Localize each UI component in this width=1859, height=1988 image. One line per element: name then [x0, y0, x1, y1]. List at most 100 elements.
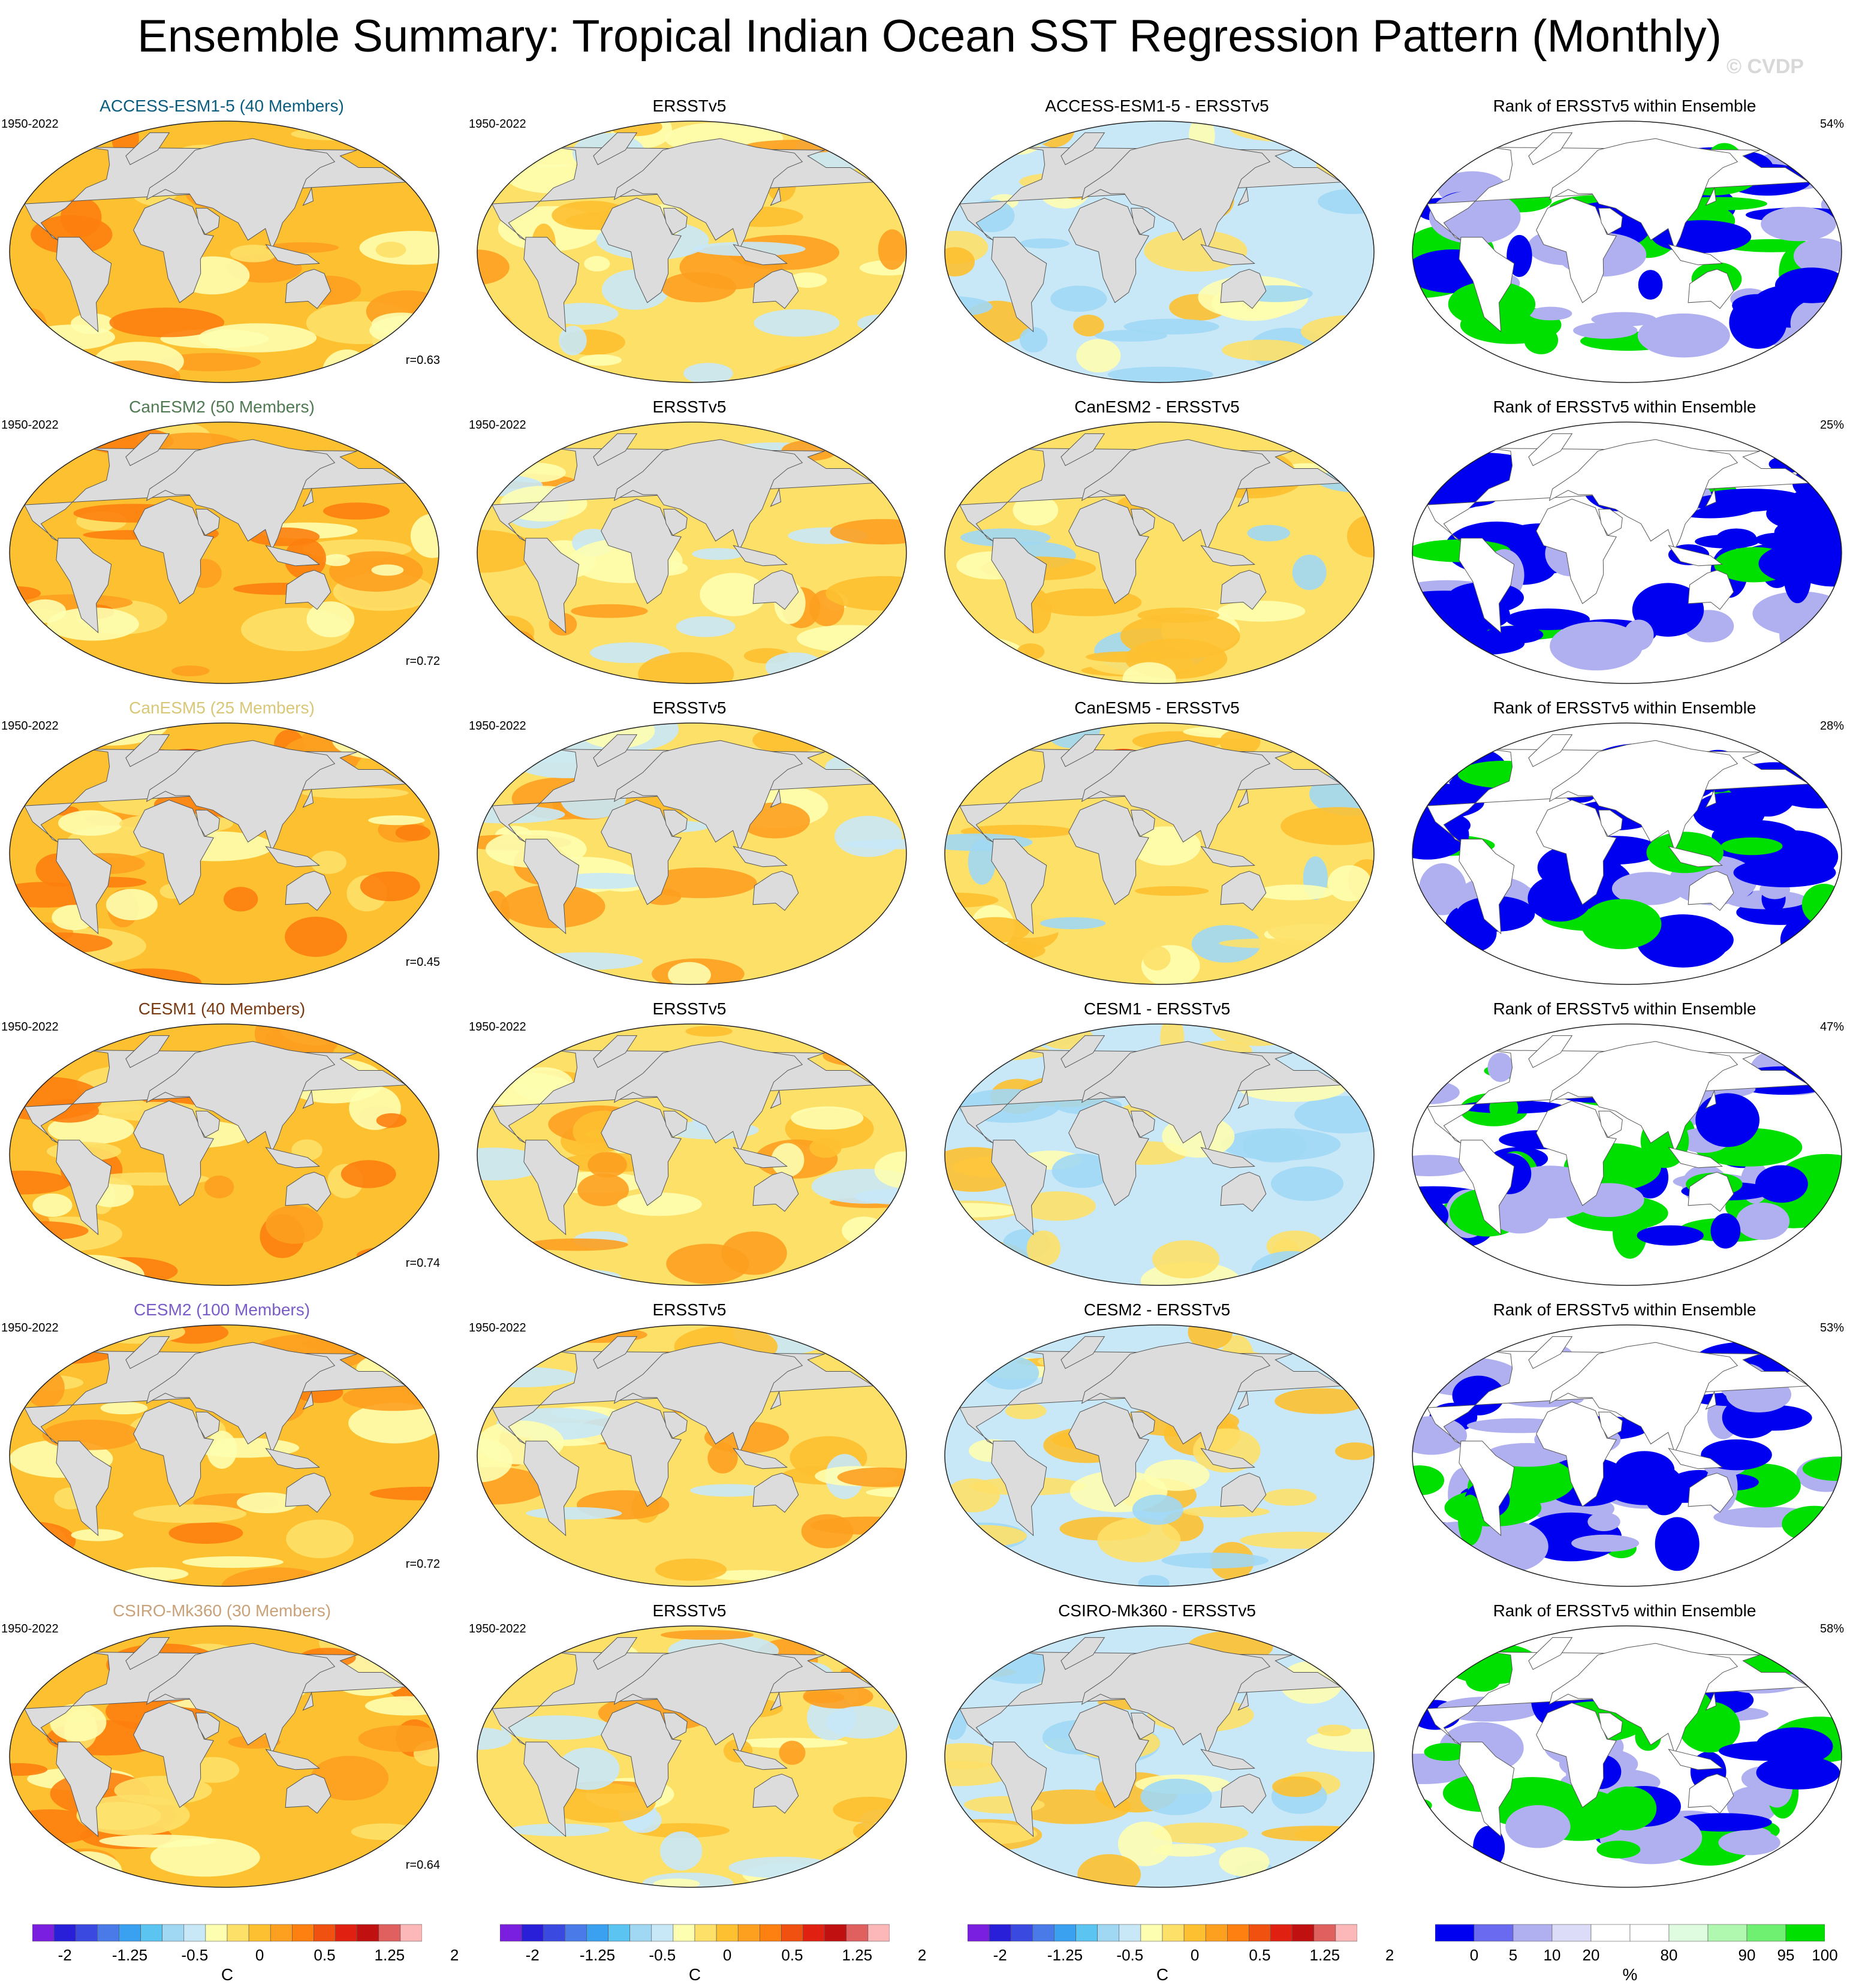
colorbar-swatch	[1512, 1924, 1553, 1942]
colorbar-tick: 0	[1190, 1946, 1200, 1964]
panel-diff-row-3: CanESM5 - ERSSTv5	[935, 698, 1379, 998]
map-rank	[1411, 1625, 1843, 1888]
map-rank	[1411, 1324, 1843, 1588]
colorbar-tick: 95	[1777, 1946, 1795, 1964]
colorbar-swatch	[292, 1924, 314, 1942]
colorbar-swatch	[1010, 1924, 1033, 1942]
colorbar-swatch	[1292, 1924, 1315, 1942]
page-title: Ensemble Summary: Tropical Indian Ocean …	[137, 11, 1722, 62]
colorbar-swatch	[824, 1924, 847, 1942]
colorbar-swatch	[500, 1924, 522, 1942]
watermark: © CVDP	[1727, 55, 1804, 78]
rank-percent: 47%	[1819, 1020, 1844, 1034]
rank-title: Rank of ERSSTv5 within Ensemble	[1493, 97, 1756, 115]
panel-model-row-2: CanESM2 (50 Members) 1950-2022 r=0.72	[0, 397, 444, 697]
colorbar-swatch	[75, 1924, 98, 1942]
map-diff	[944, 1625, 1375, 1888]
colorbar-rank: 0 5 10 20 80 90 95 100%	[1435, 1923, 1838, 1984]
colorbar-tick: -1.25	[579, 1946, 616, 1964]
colorbar-swatch	[1119, 1924, 1141, 1942]
colorbar-swatch	[270, 1924, 293, 1942]
pattern-correlation: r=0.64	[405, 1859, 440, 1872]
map-model	[8, 1023, 440, 1287]
pattern-correlation: r=0.72	[405, 655, 440, 668]
rank-percent: 54%	[1819, 118, 1844, 131]
colorbar-swatch	[357, 1924, 379, 1942]
colorbar-swatch	[314, 1924, 336, 1942]
colorbar-tick: -0.5	[181, 1946, 209, 1964]
map-rank	[1411, 1023, 1843, 1287]
colorbar-swatch	[400, 1924, 422, 1942]
map-rank	[1411, 120, 1843, 384]
obs-title: ERSSTv5	[652, 397, 727, 416]
colorbar-swatch	[53, 1924, 76, 1942]
colorbar-swatch	[183, 1924, 206, 1942]
colorbar-swatch	[1551, 1924, 1592, 1942]
panel-rank-row-6: Rank of ERSSTv5 within Ensemble 58%	[1403, 1601, 1846, 1900]
colorbar-tick: 2	[450, 1946, 459, 1964]
colorbar-swatch	[227, 1924, 249, 1942]
diff-title: CanESM5 - ERSSTv5	[1074, 698, 1240, 717]
colorbar-swatch	[846, 1924, 869, 1942]
colorbar-tick: 0	[722, 1946, 732, 1964]
period-label: 1950-2022	[469, 1622, 526, 1635]
colorbar-swatch	[651, 1924, 674, 1942]
colorbar-unit: C	[1156, 1965, 1169, 1984]
period-label: 1950-2022	[1, 1020, 59, 1034]
panel-diff-row-4: CESM1 - ERSSTv5	[935, 999, 1379, 1299]
colorbar-swatch	[629, 1924, 652, 1942]
obs-title: ERSSTv5	[652, 97, 727, 115]
period-label: 1950-2022	[469, 118, 526, 131]
map-obs	[476, 1324, 908, 1588]
colorbar-swatch	[760, 1924, 782, 1942]
panel-rank-row-4: Rank of ERSSTv5 within Ensemble 47%	[1403, 999, 1846, 1299]
colorbar-swatch	[1785, 1924, 1825, 1942]
colorbar-sst-2: -2 -1.25 -0.5 0 0.5 1.25 2 C	[500, 1923, 926, 1984]
colorbar-tick: -2	[58, 1946, 72, 1964]
period-label: 1950-2022	[1, 118, 59, 131]
colorbar-tick: -2	[993, 1946, 1007, 1964]
colorbar-swatch	[205, 1924, 228, 1942]
panel-model-row-1: ACCESS-ESM1-5 (40 Members) 1950-2022 r=0.6…	[0, 96, 444, 396]
colorbar-tick: 20	[1582, 1946, 1600, 1964]
colorbar-tick: 80	[1660, 1946, 1678, 1964]
colorbar-swatch	[248, 1924, 271, 1942]
colorbar-swatch	[1707, 1924, 1747, 1942]
panel-rank-row-5: Rank of ERSSTv5 within Ensemble 53%	[1403, 1300, 1846, 1600]
colorbar-tick: 5	[1508, 1946, 1518, 1964]
colorbar-swatch	[1032, 1924, 1054, 1942]
colorbar-tick: 100	[1812, 1946, 1838, 1964]
colorbar-swatch	[1227, 1924, 1249, 1942]
period-label: 1950-2022	[469, 418, 526, 432]
colorbar-swatch	[1474, 1924, 1514, 1942]
map-model	[8, 421, 440, 685]
map-diff	[944, 722, 1375, 986]
map-model	[8, 722, 440, 986]
period-label: 1950-2022	[469, 1321, 526, 1335]
obs-title: ERSSTv5	[652, 1300, 727, 1319]
colorbar-swatch	[1313, 1924, 1336, 1942]
colorbar-swatch	[1249, 1924, 1271, 1942]
period-label: 1950-2022	[1, 1622, 59, 1635]
colorbar-tick: -0.5	[1116, 1946, 1144, 1964]
pattern-correlation: r=0.63	[405, 354, 440, 367]
rank-percent: 25%	[1819, 418, 1844, 432]
panel-obs-row-3: ERSSTv5 1950-2022	[468, 698, 911, 998]
colorbar-unit: C	[221, 1965, 234, 1984]
colorbar-swatch	[1629, 1924, 1670, 1942]
rank-title: Rank of ERSSTv5 within Ensemble	[1493, 698, 1756, 717]
colorbar-tick: 0	[1469, 1946, 1479, 1964]
map-diff	[944, 1023, 1375, 1287]
obs-title: ERSSTv5	[652, 698, 727, 717]
rank-title: Rank of ERSSTv5 within Ensemble	[1493, 1300, 1756, 1319]
colorbar-swatch	[335, 1924, 357, 1942]
colorbar-tick: 0.5	[781, 1946, 803, 1964]
map-model	[8, 1625, 440, 1888]
rank-percent: 58%	[1819, 1622, 1844, 1635]
colorbar-swatch	[543, 1924, 565, 1942]
colorbar-swatch	[97, 1924, 119, 1942]
diff-title: CESM1 - ERSSTv5	[1083, 999, 1231, 1018]
map-diff	[944, 1324, 1375, 1588]
diff-title: CanESM2 - ERSSTv5	[1074, 397, 1240, 416]
map-obs	[476, 120, 908, 384]
